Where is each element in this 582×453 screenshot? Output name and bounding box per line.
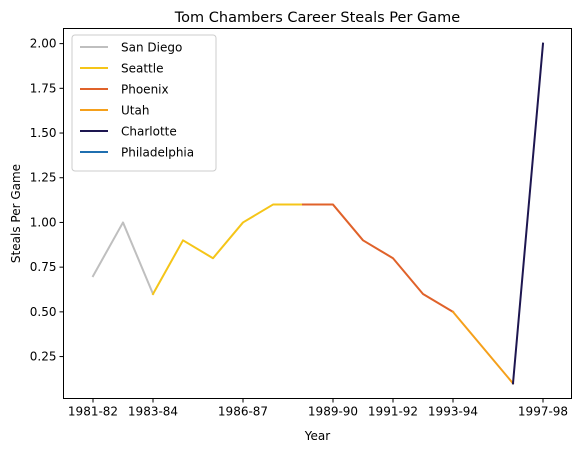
legend-label: Phoenix [121,83,169,97]
y-tick-label: 0.50 [30,305,57,319]
plot-frame [63,28,572,399]
legend-label: San Diego [121,41,182,55]
x-axis: 1981-82 1983-84 1986-87 1989-90 1991-92 1993-… [68,398,568,419]
y-tick-label: 1.25 [30,171,57,185]
legend-label: Utah [121,104,149,118]
x-tick-label: 1981-82 [68,405,118,419]
x-axis-label: Year [304,429,330,443]
chart-title: Tom Chambers Career Steals Per Game [174,10,460,26]
series-line-charlotte [511,42,545,385]
legend: San Diego Seattle Phoenix Utah Charlotte Phil… [71,34,217,172]
x-tick-label: 1993-94 [428,405,478,419]
plot-lines [91,42,545,385]
series-line-seattle [151,203,304,296]
y-axis: 0.25 0.50 0.75 1.00 1.25 1.50 1.75 2.00 [30,37,64,364]
x-tick-label: 1991-92 [368,405,418,419]
series-line-utah [451,310,515,385]
y-tick-label: 1.50 [30,126,57,140]
legend-label: Philadelphia [121,146,194,160]
legend-label: Charlotte [121,125,177,139]
y-tick-label: 2.00 [30,37,57,51]
y-tick-label: 1.75 [30,81,57,95]
legend-label: Seattle [121,62,163,76]
y-tick-label: 0.75 [30,260,57,274]
series-line-phoenix [302,203,455,314]
x-tick-label: 1986-87 [218,405,268,419]
x-tick-label: 1989-90 [308,405,358,419]
x-tick-label: 1997-98 [518,405,568,419]
x-tick-label: 1983-84 [128,405,178,419]
y-tick-label: 0.25 [30,350,57,364]
y-axis-label: Steals Per Game [9,164,23,263]
y-tick-label: 1.00 [30,215,57,229]
series-line-san-diego [91,221,155,296]
